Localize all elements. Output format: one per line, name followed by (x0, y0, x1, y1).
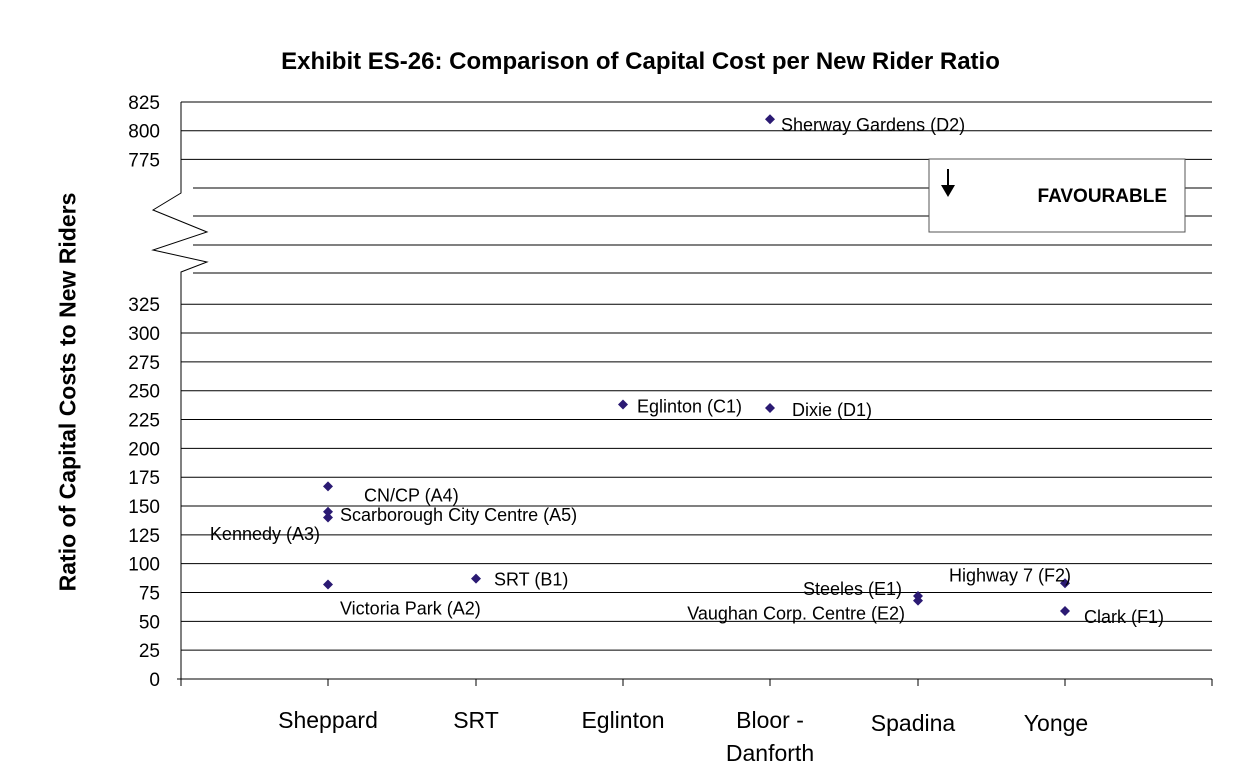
y-tick-label: 175 (128, 468, 160, 489)
x-category-label: SRT (453, 707, 499, 733)
data-point-label: Victoria Park (A2) (340, 598, 481, 618)
gridlines (181, 101, 1212, 651)
x-category-label: Eglinton (581, 707, 664, 733)
y-tick-label: 75 (139, 584, 160, 605)
data-point-marker (323, 579, 333, 590)
data-point-marker (323, 506, 333, 517)
data-point-label: Scarborough City Centre (A5) (340, 505, 577, 525)
data-point-label: Clark (F1) (1084, 607, 1164, 627)
y-tick-label: 275 (128, 353, 160, 374)
data-point-label: Dixie (D1) (792, 400, 872, 420)
y-tick-label: 800 (128, 122, 160, 143)
data-point-marker (765, 114, 775, 125)
data-point-label: Sherway Gardens (D2) (781, 115, 965, 135)
y-tick-label: 50 (139, 612, 160, 633)
data-point-marker (323, 481, 333, 492)
favourable-legend: FAVOURABLE (928, 158, 1186, 233)
data-point-label: CN/CP (A4) (364, 485, 459, 505)
y-tick-label: 250 (128, 382, 160, 403)
x-category-label: Danforth (726, 740, 814, 766)
data-point-label: Eglinton (C1) (637, 397, 742, 417)
data-point-marker (1060, 578, 1070, 589)
x-category-label: Yonge (1024, 710, 1088, 736)
y-tick-label: 200 (128, 439, 160, 460)
axes (151, 102, 1213, 686)
data-point-marker (765, 402, 775, 413)
y-tick-label: 775 (128, 150, 160, 171)
x-category-labels: Sheppard SRT Eglinton Bloor - Danforth Spadin… (278, 707, 1088, 766)
chart-title: Exhibit ES-26: Comparison of Capital Cos… (281, 48, 1000, 75)
legend-box (928, 158, 1186, 233)
axis-break-zigzag (151, 160, 209, 300)
x-category-label: Sheppard (278, 707, 378, 733)
data-point-marker (618, 399, 628, 410)
legend-text: FAVOURABLE (1038, 186, 1167, 207)
y-tick-label: 25 (139, 641, 160, 662)
data-point-label: Steeles (E1) (803, 579, 902, 599)
y-tick-label: 150 (128, 497, 160, 518)
data-point-marker (323, 512, 333, 523)
down-arrow-icon-head (941, 185, 955, 197)
y-tick-label: 225 (128, 411, 160, 432)
y-tick-labels: 8258007753253002752502252001751501251007… (128, 93, 160, 691)
y-tick-label: 825 (128, 93, 160, 114)
data-point-label: Vaughan Corp. Centre (E2) (687, 604, 905, 624)
data-point-label: Kennedy (A3) (210, 524, 320, 544)
y-tick-label: 300 (128, 324, 160, 345)
x-category-label: Spadina (871, 710, 956, 736)
x-category-label: Bloor - (736, 707, 804, 733)
y-tick-label: 0 (149, 670, 160, 691)
data-point-marker (1060, 605, 1070, 616)
y-tick-label: 100 (128, 555, 160, 576)
y-tick-label: 125 (128, 526, 160, 547)
y-tick-label: 325 (128, 295, 160, 316)
data-point-marker (913, 595, 923, 606)
data-point-label: Highway 7 (F2) (949, 565, 1071, 585)
data-point-label: SRT (B1) (494, 570, 568, 590)
data-point-marker (471, 573, 481, 584)
data-points: CN/CP (A4)Scarborough City Centre (A5) Ke… (210, 114, 1164, 627)
